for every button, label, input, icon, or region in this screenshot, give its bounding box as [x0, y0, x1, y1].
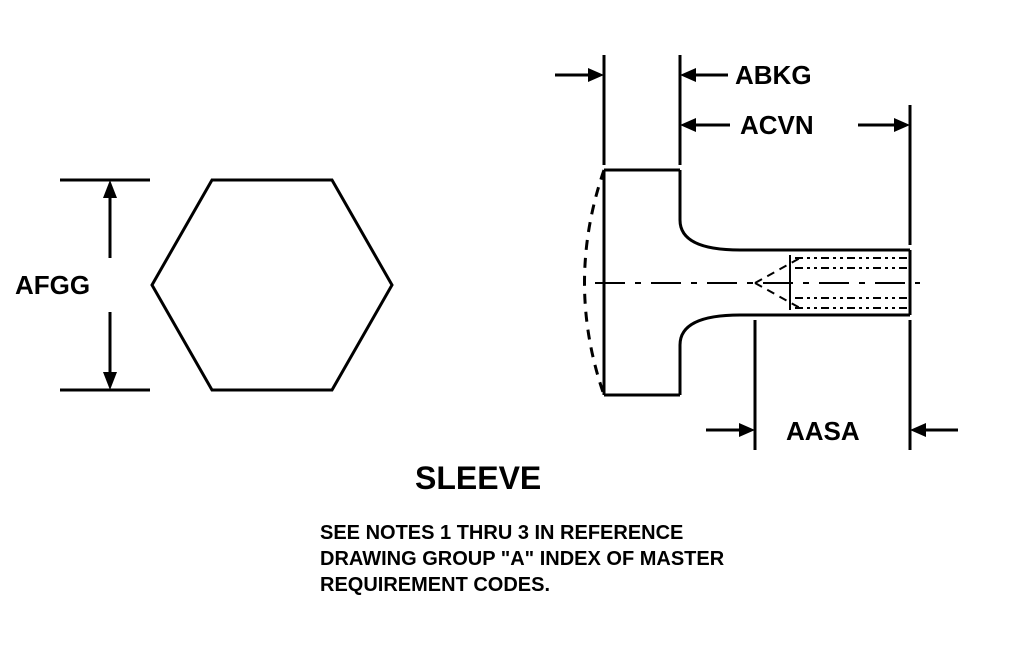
drawing-title: SLEEVE — [415, 460, 541, 497]
note-line-2: DRAWING GROUP "A" INDEX OF MASTER — [320, 546, 724, 572]
note-line-3: REQUIREMENT CODES. — [320, 572, 724, 598]
abkg-dimension — [555, 55, 728, 165]
aasa-label: AASA — [786, 416, 860, 447]
side-view — [585, 170, 921, 395]
drawing-notes: SEE NOTES 1 THRU 3 IN REFERENCE DRAWING … — [320, 520, 724, 598]
abkg-label: ABKG — [735, 60, 812, 91]
acvn-label: ACVN — [740, 110, 814, 141]
afgg-label: AFGG — [15, 270, 90, 301]
hexagon-front-view — [152, 180, 392, 390]
note-line-1: SEE NOTES 1 THRU 3 IN REFERENCE — [320, 520, 724, 546]
diagram-container: AFGG ABKG ACVN AASA SLEEVE SEE NOTES 1 T… — [0, 0, 1011, 651]
